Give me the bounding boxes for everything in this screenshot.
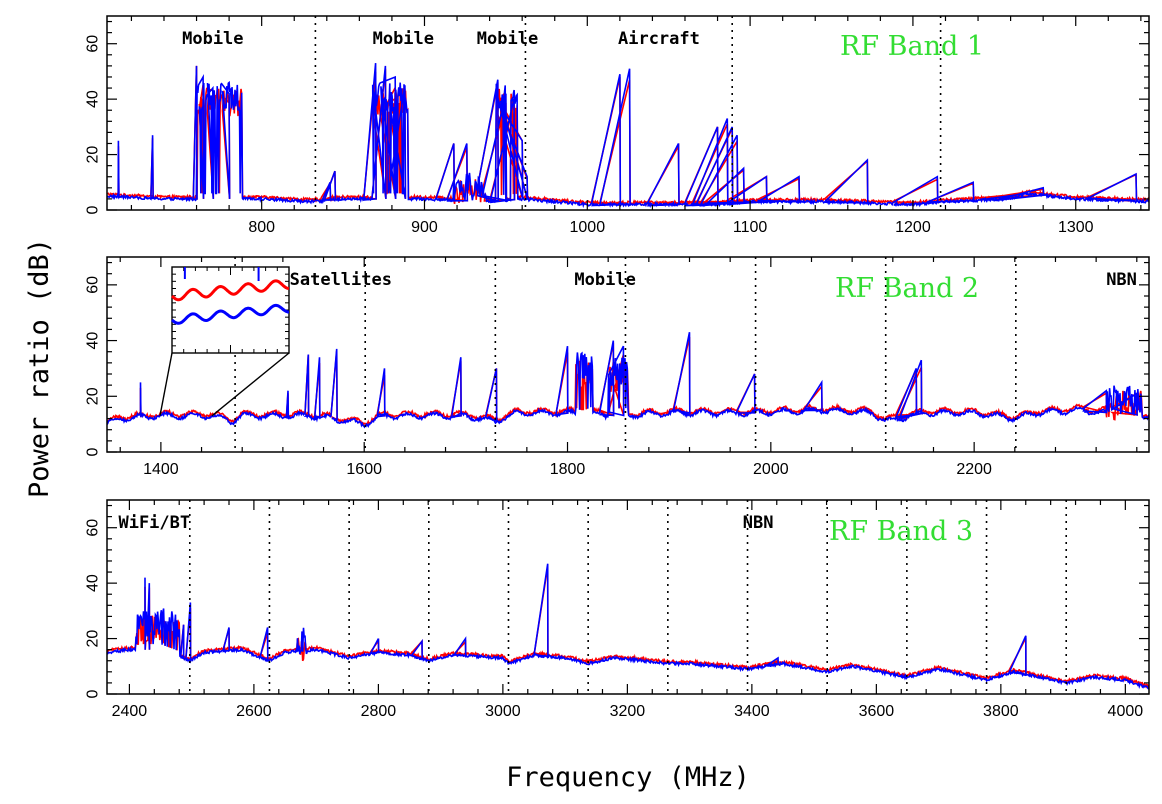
x-tick-label: 900: [411, 219, 438, 236]
x-tick-label: 2000: [753, 461, 789, 478]
x-tick-label: 2800: [361, 703, 397, 720]
y-tick-label: 20: [85, 146, 102, 164]
x-tick-label: 1800: [550, 461, 586, 478]
plot-frame: [106, 499, 1150, 695]
x-axis-label: Frequency (MHz): [506, 762, 750, 793]
x-tick-label: 2400: [112, 703, 148, 720]
x-tick-label: 1100: [733, 219, 768, 236]
band-annotation: NBN: [743, 513, 774, 533]
panel-band-2: 1400 1600 1800 2000 2200 0 20 40 60 Satellites Mob…: [85, 256, 1150, 478]
y-tick-label: 0: [85, 447, 102, 456]
band-annotation: Mobile: [574, 270, 635, 290]
inset-connector: [211, 352, 290, 417]
x-tick-label: 4000: [1108, 703, 1144, 720]
x-tick-label: 2200: [956, 461, 992, 478]
y-tick-label: 40: [85, 574, 102, 592]
inset-series-line: [170, 279, 290, 302]
y-axis-label: Power ratio (dB): [24, 238, 55, 498]
inset-series-line: [171, 303, 289, 325]
series-line-blue: [107, 63, 1149, 209]
y-tick-label: 20: [85, 630, 102, 648]
y-tick-label: 40: [85, 90, 102, 108]
y-tick-label: 0: [85, 689, 102, 698]
traces: [107, 63, 1149, 209]
x-tick-label: 1400: [143, 461, 179, 478]
x-tick-label: 3400: [734, 703, 770, 720]
y-tick-label: 60: [85, 35, 102, 53]
band-annotation: NBN: [1106, 270, 1137, 290]
plot-frame: [106, 15, 1150, 211]
band-annotation: Aircraft: [618, 29, 700, 49]
band-title: RF Band 3: [829, 516, 973, 547]
series-line-blue: [107, 563, 1149, 690]
series-line-blue: [107, 332, 1149, 429]
x-tick-label: 1000: [570, 219, 606, 236]
band-annotation: Mobile: [477, 29, 538, 49]
x-tick-label: 1200: [895, 219, 931, 236]
band-title: RF Band 2: [835, 273, 979, 304]
x-tick-label: 3800: [983, 703, 1019, 720]
traces: [107, 563, 1149, 690]
panel-band-3: 2400 2600 2800 3000 3200 3400 3600 3800 4000 0 20 4…: [85, 499, 1150, 720]
band-annotation: Mobile: [182, 29, 243, 49]
y-tick-label: 40: [85, 332, 102, 350]
x-tick-label: 2600: [236, 703, 272, 720]
y-tick-label: 60: [85, 519, 102, 537]
x-tick-label: 3600: [859, 703, 895, 720]
x-tick-label: 1600: [346, 461, 382, 478]
band-title: RF Band 1: [840, 31, 984, 62]
y-tick-label: 20: [85, 387, 102, 405]
x-tick-label: 1300: [1058, 219, 1094, 236]
zoom-inset: [170, 266, 290, 354]
panel-band-1: 800 900 1000 1100 1200 1300 0 20 40 60 Mobile Mobil…: [85, 15, 1150, 236]
series-line-red: [107, 65, 1149, 207]
panels: 800 900 1000 1100 1200 1300 0 20 40 60 Mobile Mobil…: [85, 15, 1150, 720]
series-line-red: [107, 566, 1149, 689]
band-annotation: Mobile: [373, 29, 434, 49]
x-tick-label: 3000: [485, 703, 521, 720]
band-annotation: WiFi/BT: [118, 513, 190, 533]
plot-frame: [106, 256, 1150, 453]
band-annotation: Satellites: [290, 270, 392, 290]
x-tick-label: 3200: [610, 703, 646, 720]
x-tick-label: 800: [248, 219, 275, 236]
y-tick-label: 60: [85, 276, 102, 294]
inset-connector: [159, 352, 173, 416]
y-tick-label: 0: [85, 205, 102, 214]
